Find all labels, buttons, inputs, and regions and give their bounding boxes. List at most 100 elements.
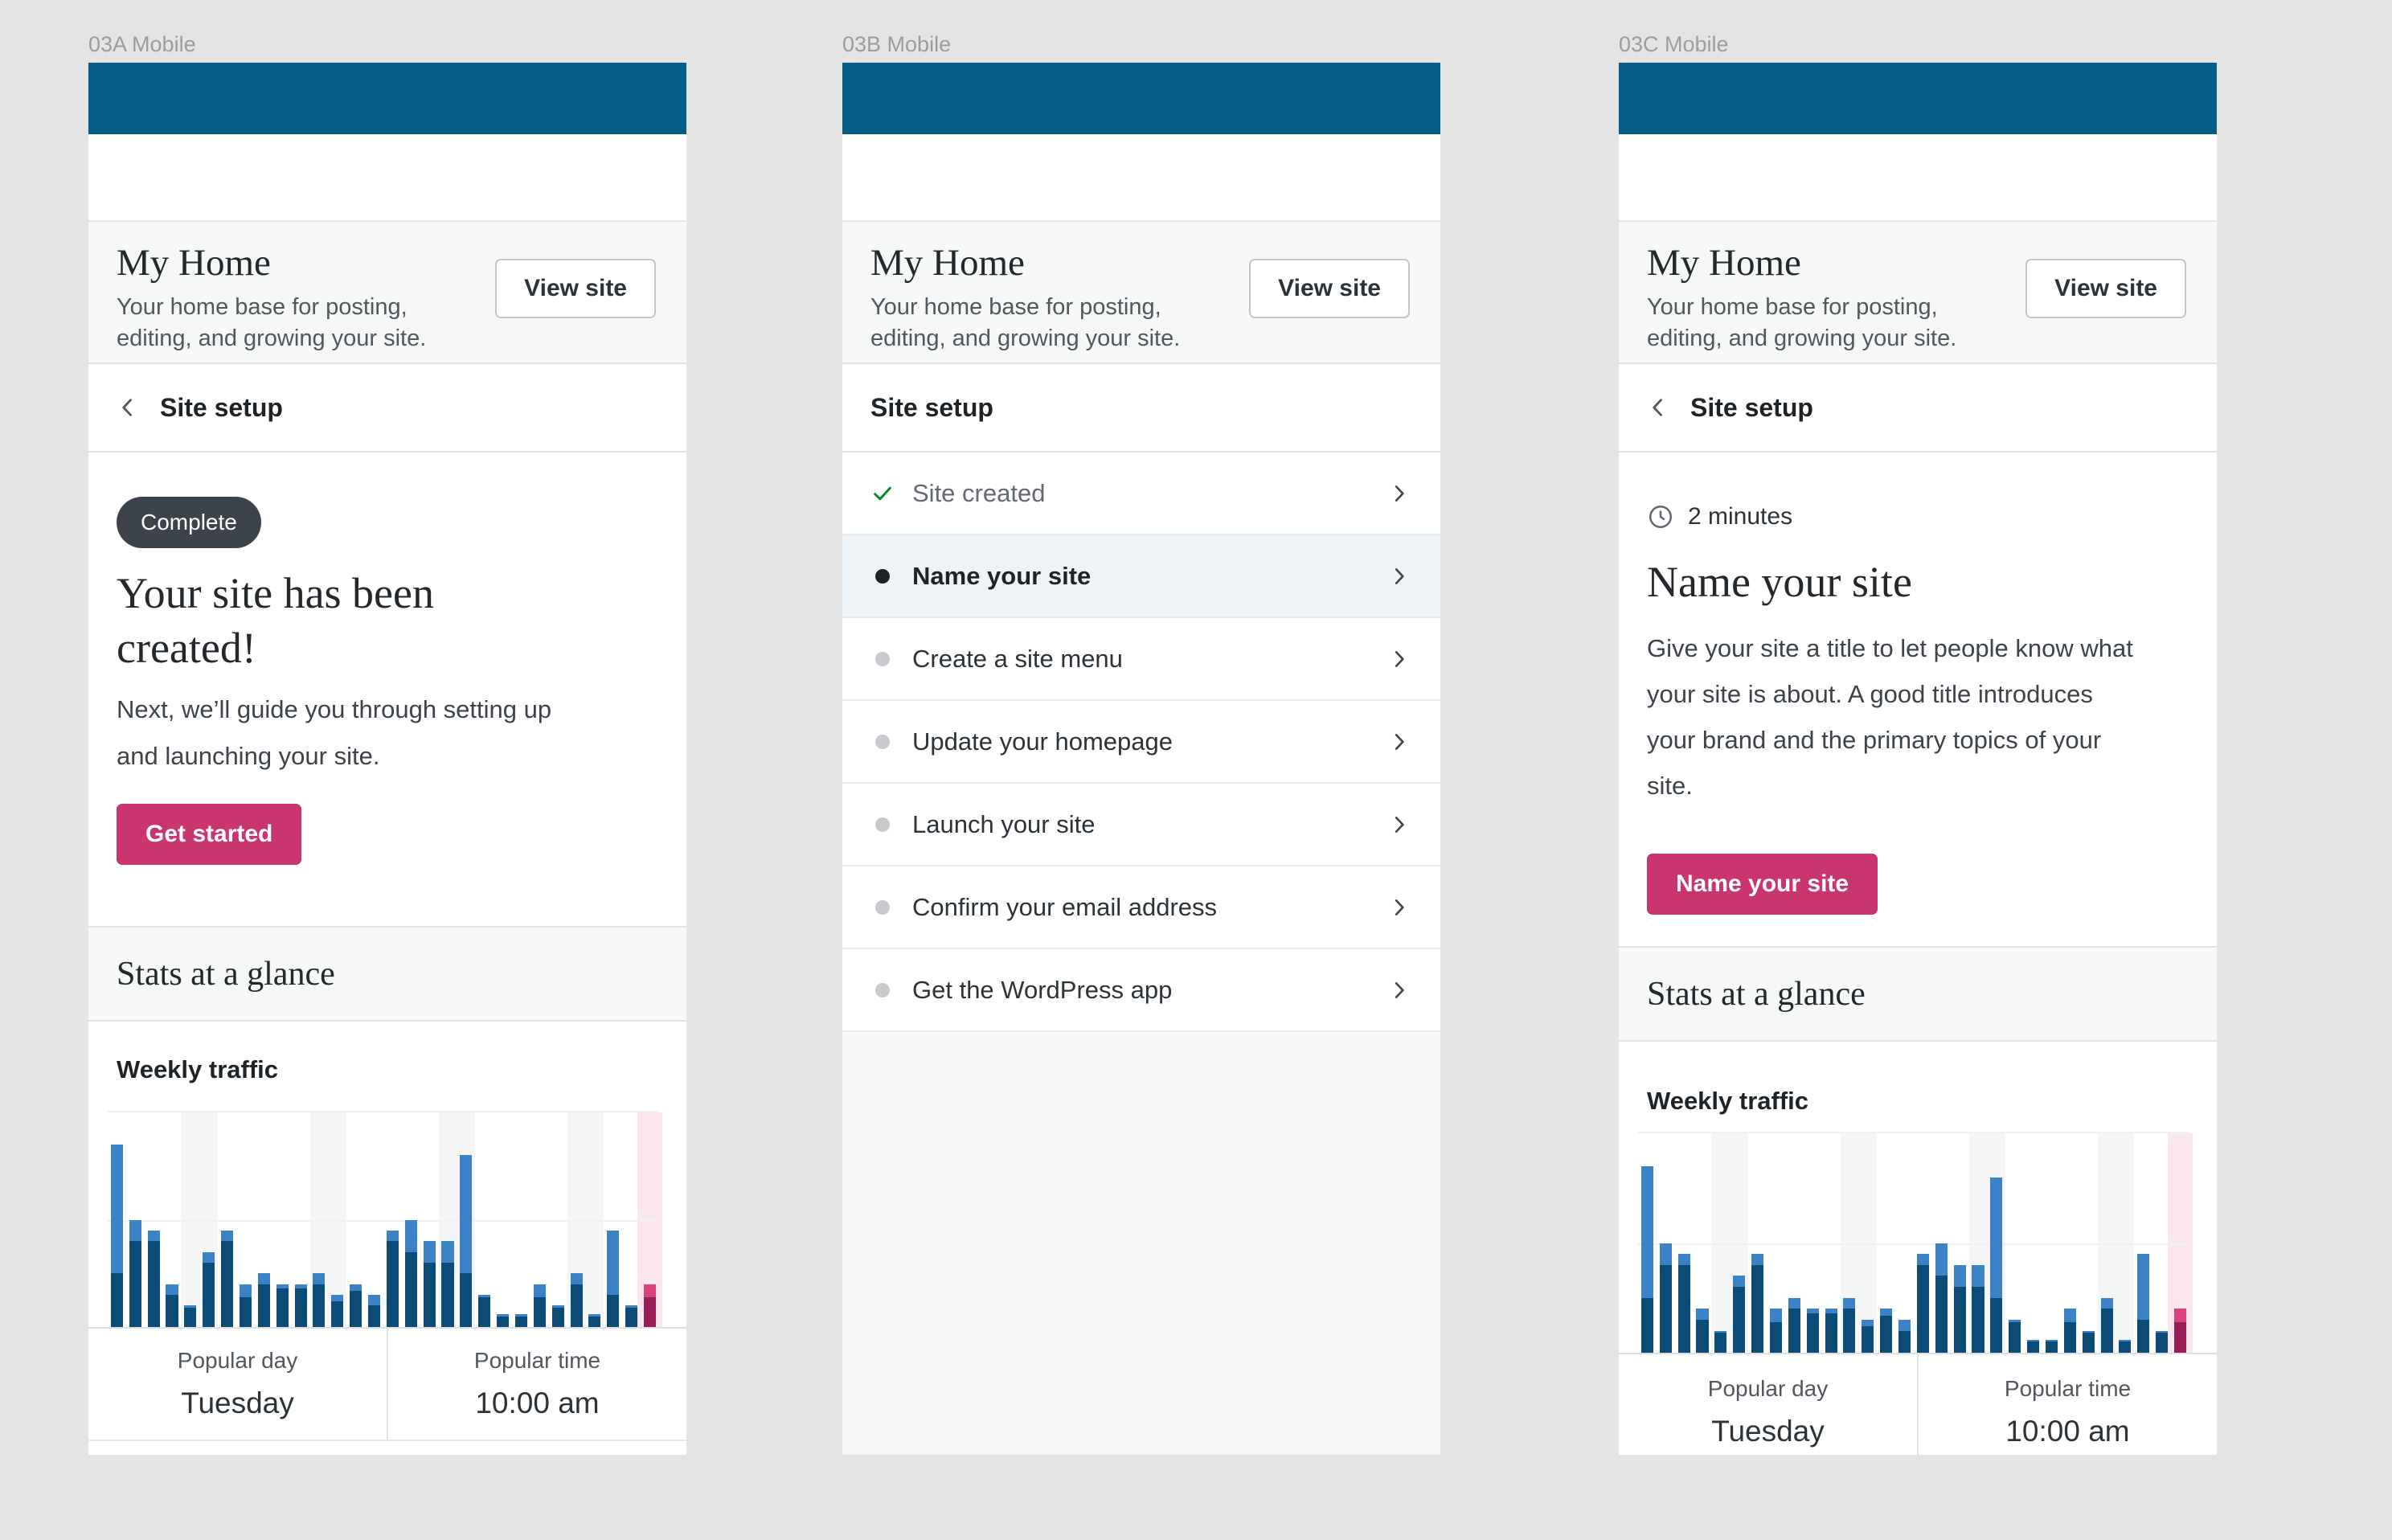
checklist-row-launch-site[interactable]: Launch your site: [842, 784, 1440, 866]
footer-spacer: [842, 1032, 1440, 1455]
traffic-bar: [2082, 1330, 2095, 1353]
traffic-bar-visitors: [1751, 1264, 1764, 1353]
clock-icon: [1649, 505, 1673, 529]
back-button[interactable]: [1647, 396, 1669, 419]
complete-badge: Complete: [117, 497, 261, 548]
traffic-bar-visitors: [607, 1294, 620, 1327]
traffic-bar-visitors: [257, 1284, 270, 1327]
traffic-bar-visitors: [478, 1296, 491, 1327]
traffic-bar: [2100, 1297, 2113, 1353]
checklist-row-get-wordpress-app[interactable]: Get the WordPress app: [842, 949, 1440, 1032]
traffic-bar-visitors: [2156, 1333, 2169, 1353]
view-site-button[interactable]: View site: [2025, 259, 2186, 318]
traffic-bar: [2119, 1339, 2132, 1353]
pending-dot-icon: [875, 982, 890, 997]
traffic-bar-visitors: [2027, 1341, 2040, 1353]
traffic-bar: [203, 1251, 215, 1327]
back-button[interactable]: [117, 396, 139, 419]
site-setup-title: Site setup: [1690, 392, 1813, 422]
checklist-label: Update your homepage: [912, 727, 1173, 756]
traffic-bar-visitors: [404, 1251, 417, 1327]
traffic-bar-visitors: [2063, 1321, 2076, 1353]
frame-label: 03C Mobile: [1619, 32, 1729, 56]
traffic-bar-visitors: [129, 1241, 141, 1327]
traffic-bar-visitors: [1935, 1276, 1948, 1353]
page-subtitle: Your home base for posting, editing, and…: [870, 294, 1181, 351]
task-duration: 2 minutes: [1647, 501, 2189, 533]
navbar-strip: [88, 134, 686, 222]
checklist-label: Get the WordPress app: [912, 975, 1173, 1004]
traffic-bar-visitors: [203, 1262, 215, 1327]
traffic-bar: [1843, 1297, 1856, 1353]
traffic-bar-visitors: [1677, 1264, 1690, 1353]
traffic-bar: [1696, 1309, 1709, 1353]
traffic-bar-visitors: [533, 1296, 546, 1327]
checklist-row-update-homepage[interactable]: Update your homepage: [842, 701, 1440, 784]
popular-stats-table: Popular day Tuesday Popular time 10:00 a…: [88, 1327, 686, 1440]
checklist-row-confirm-email[interactable]: Confirm your email address: [842, 866, 1440, 949]
checklist-label: Confirm your email address: [912, 892, 1218, 921]
checklist-row-create-site-menu[interactable]: Create a site menu: [842, 618, 1440, 701]
popular-day-cell: Popular day Tuesday: [1619, 1354, 1919, 1455]
table-divider: [88, 1440, 686, 1441]
mobile-frame-03c: My Home Your home base for posting, edit…: [1619, 63, 2217, 1455]
traffic-bar: [551, 1305, 564, 1327]
traffic-bar: [1862, 1320, 1874, 1353]
traffic-bar-visitors: [166, 1294, 178, 1327]
traffic-bar-visitors: [294, 1288, 307, 1327]
name-your-site-button[interactable]: Name your site: [1647, 854, 1878, 915]
checklist-row-site-created[interactable]: Site created: [842, 453, 1440, 535]
traffic-bar: [350, 1284, 362, 1327]
traffic-bar: [1916, 1254, 1929, 1353]
checklist-label: Launch your site: [912, 809, 1096, 838]
traffic-bar: [1972, 1264, 1984, 1353]
traffic-bar: [1953, 1264, 1966, 1353]
traffic-bar-visitors: [514, 1316, 528, 1327]
mobile-frame-03b: My Home Your home base for posting, edit…: [842, 63, 1440, 1455]
traffic-bar-visitors: [147, 1241, 160, 1327]
traffic-bar-visitors: [1843, 1309, 1856, 1353]
traffic-bar-visitors: [2137, 1320, 2150, 1353]
site-setup-title: Site setup: [160, 392, 283, 422]
chart-gridline: [1638, 1243, 2189, 1245]
traffic-bar: [1935, 1243, 1948, 1353]
created-body: Next, we’ll guide you through setting up…: [117, 695, 552, 770]
traffic-bar: [570, 1273, 583, 1327]
traffic-bar-visitors: [497, 1316, 510, 1327]
traffic-bar: [2045, 1339, 2058, 1353]
traffic-bar-visitors: [386, 1241, 399, 1327]
traffic-bar: [239, 1284, 252, 1327]
traffic-bar: [1640, 1165, 1653, 1353]
popular-time-value: 10:00 am: [2005, 1414, 2130, 1448]
traffic-bar-visitors: [2009, 1321, 2021, 1353]
traffic-bar-visitors: [1806, 1313, 1819, 1353]
traffic-bar-visitors: [625, 1307, 638, 1327]
view-site-button[interactable]: View site: [495, 259, 656, 318]
traffic-bar-visitors: [570, 1284, 583, 1327]
traffic-bar: [313, 1273, 326, 1327]
admin-toolbar: [1619, 63, 2217, 134]
traffic-bar-visitors: [276, 1288, 289, 1327]
traffic-bar: [1659, 1243, 1672, 1353]
checklist-label: Name your site: [912, 561, 1092, 590]
traffic-bar: [2156, 1330, 2169, 1353]
active-dot-icon: [875, 568, 890, 584]
check-icon: [874, 486, 891, 500]
get-started-button[interactable]: Get started: [117, 804, 302, 865]
page-title: My Home: [1647, 242, 1801, 284]
view-site-button[interactable]: View site: [1249, 259, 1410, 318]
traffic-bar: [257, 1273, 270, 1327]
created-heading: Your site has been created!: [117, 569, 434, 672]
traffic-bar: [497, 1313, 510, 1327]
traffic-bar-visitors: [1659, 1264, 1672, 1353]
traffic-bar-visitors: [423, 1262, 436, 1327]
navbar-strip: [842, 134, 1440, 222]
checklist-row-name-your-site[interactable]: Name your site: [842, 535, 1440, 618]
weekly-traffic-chart: [1638, 1132, 2193, 1353]
traffic-bar: [331, 1294, 344, 1327]
traffic-bar-visitors: [368, 1305, 381, 1327]
traffic-bar-visitors: [1990, 1297, 2003, 1353]
traffic-bar-visitors: [2100, 1309, 2113, 1353]
chevron-right-icon: [1395, 567, 1404, 584]
traffic-bar: [1733, 1276, 1746, 1353]
